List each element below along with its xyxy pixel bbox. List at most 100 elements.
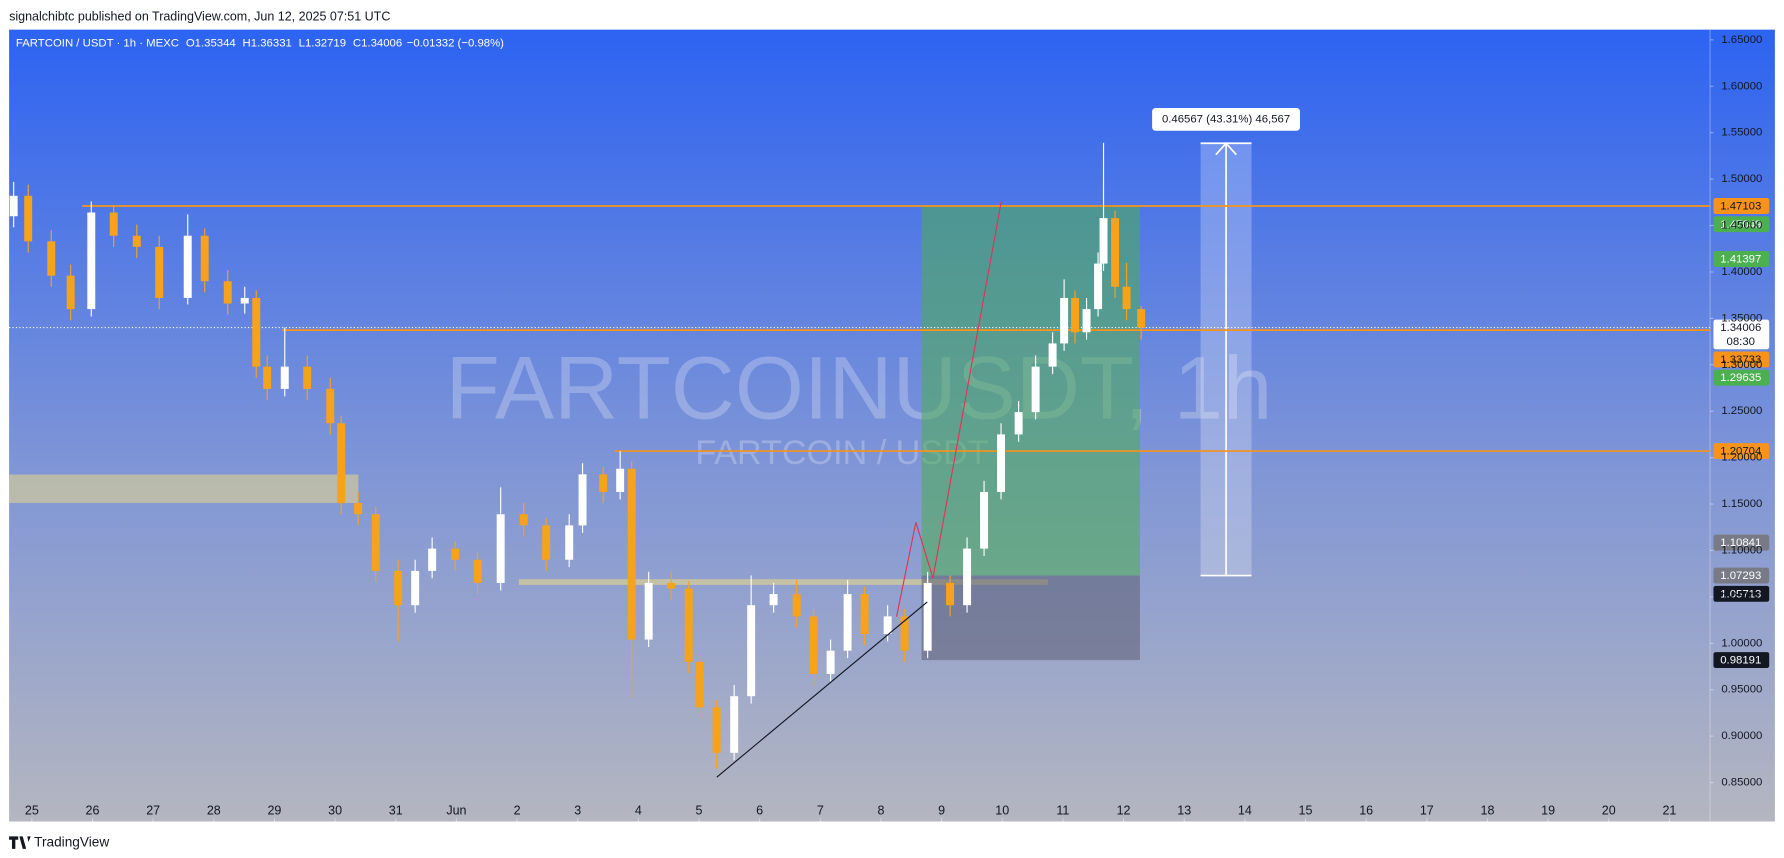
candle-body (946, 582, 955, 606)
x-tick-label: 19 (1541, 804, 1555, 818)
x-tick-label: 15 (1299, 804, 1313, 818)
x-tick-label: 14 (1238, 804, 1252, 818)
plot-background (9, 29, 1775, 822)
y-tick-label: 1.05000 (1721, 591, 1762, 603)
candle-body (87, 212, 96, 310)
x-tick-label: 2 (514, 804, 521, 818)
y-tick-label: 1.10000 (1721, 544, 1762, 556)
candle-body (1122, 286, 1131, 310)
price-label-box (1713, 216, 1770, 233)
candle-body (1014, 412, 1023, 435)
price-label: 1.47049 (1720, 219, 1761, 231)
candle-body (860, 594, 869, 634)
candle-body (1099, 218, 1108, 264)
candle-body (183, 235, 192, 298)
x-tick-label: 11 (1056, 804, 1069, 818)
measure-label-box (1152, 108, 1301, 131)
symbol: FARTCOIN / USDT · 1h · MEXC (16, 37, 179, 49)
candle-body (627, 468, 636, 640)
candle-body (371, 514, 380, 571)
candle-body (280, 366, 289, 389)
candle-body (1031, 366, 1040, 413)
candle-body (769, 594, 778, 606)
x-tick-label: 10 (995, 804, 1009, 818)
x-tick-label: 20 (1602, 804, 1616, 818)
y-tick-label: 1.20000 (1721, 452, 1762, 464)
candle-body (542, 525, 551, 560)
y-tick-label: 1.45000 (1721, 220, 1762, 232)
brand: TradingView (34, 835, 109, 850)
x-tick-label: 16 (1359, 804, 1373, 818)
candle-body (9, 195, 18, 217)
y-tick-label: 0.90000 (1721, 730, 1762, 742)
candle-body (747, 605, 756, 697)
price-label: 1.34006 (1720, 322, 1761, 334)
countdown: 08:30 (1727, 336, 1755, 348)
symbol-legend: FARTCOIN / USDT · 1h · MEXC O1.35344 H1.36… (16, 37, 504, 49)
x-tick-label: 18 (1481, 804, 1495, 818)
y-tick-label: 1.25000 (1721, 405, 1762, 417)
candle-body (809, 616, 818, 674)
candle-body (826, 650, 835, 674)
x-tick-label: 25 (25, 804, 39, 818)
y-tick-label: 1.30000 (1721, 359, 1762, 371)
candle-body (963, 548, 972, 606)
candle-body (644, 582, 653, 640)
candle-body (47, 241, 56, 276)
candle-body (428, 548, 437, 571)
candle-body (66, 275, 75, 310)
candle-body (599, 474, 608, 492)
candle-body (843, 594, 852, 651)
candle-body (223, 281, 232, 304)
x-tick-label: 21 (1662, 804, 1676, 818)
price-label-box (1713, 652, 1770, 669)
x-tick-label: 12 (1117, 804, 1131, 818)
x-tick-label: 27 (146, 804, 160, 818)
x-tick-label: 30 (328, 804, 342, 818)
legend-key: C (353, 37, 361, 49)
price-label: 0.98191 (1720, 655, 1761, 667)
candle-body (667, 582, 676, 589)
price-label-box (1713, 443, 1770, 460)
price-label: 1.29635 (1720, 372, 1761, 384)
candle-body (1071, 297, 1080, 333)
measure-label: 0.46567 (43.31%) 46,567 (1162, 113, 1290, 125)
candle-body (473, 559, 482, 583)
legend-value: 1.34006 (361, 37, 402, 49)
price-label: 1.47103 (1720, 201, 1761, 213)
x-tick-label: 13 (1177, 804, 1191, 818)
candle-body (411, 570, 420, 606)
candle-body (394, 570, 403, 606)
x-tick-label: 4 (635, 804, 642, 818)
price-label-box (1713, 319, 1770, 350)
y-tick-label: 1.40000 (1721, 266, 1762, 278)
candle-body (997, 434, 1006, 492)
price-label-box (1713, 351, 1770, 368)
x-tick-label: 17 (1420, 804, 1434, 818)
candle-body (132, 235, 141, 247)
price-label: 1.07293 (1720, 570, 1761, 582)
price-label-box (1713, 567, 1770, 584)
price-label: 1.41397 (1720, 254, 1761, 266)
legend-value: 1.36331 (251, 37, 292, 49)
candle-body (200, 235, 209, 282)
x-tick-label: 26 (86, 804, 100, 818)
x-tick-label: 5 (696, 804, 703, 818)
candle-body (712, 707, 721, 753)
candle-body (1111, 218, 1120, 287)
legend-change: −0.01332 (−0.98%) (407, 37, 504, 49)
x-tick-label: Jun (446, 804, 466, 818)
price-label-box (1713, 369, 1770, 386)
legend-value: 1.32719 (305, 37, 346, 49)
candle-body (240, 297, 249, 304)
candle-body (263, 366, 272, 389)
x-tick-label: 9 (938, 804, 945, 818)
candle-body (1082, 309, 1091, 333)
candle-body (326, 388, 335, 424)
candle-body (900, 616, 909, 651)
candle-body (730, 696, 739, 753)
candle-body (303, 366, 312, 389)
y-tick-label: 1.65000 (1721, 34, 1762, 46)
zone-line (518, 579, 1048, 585)
